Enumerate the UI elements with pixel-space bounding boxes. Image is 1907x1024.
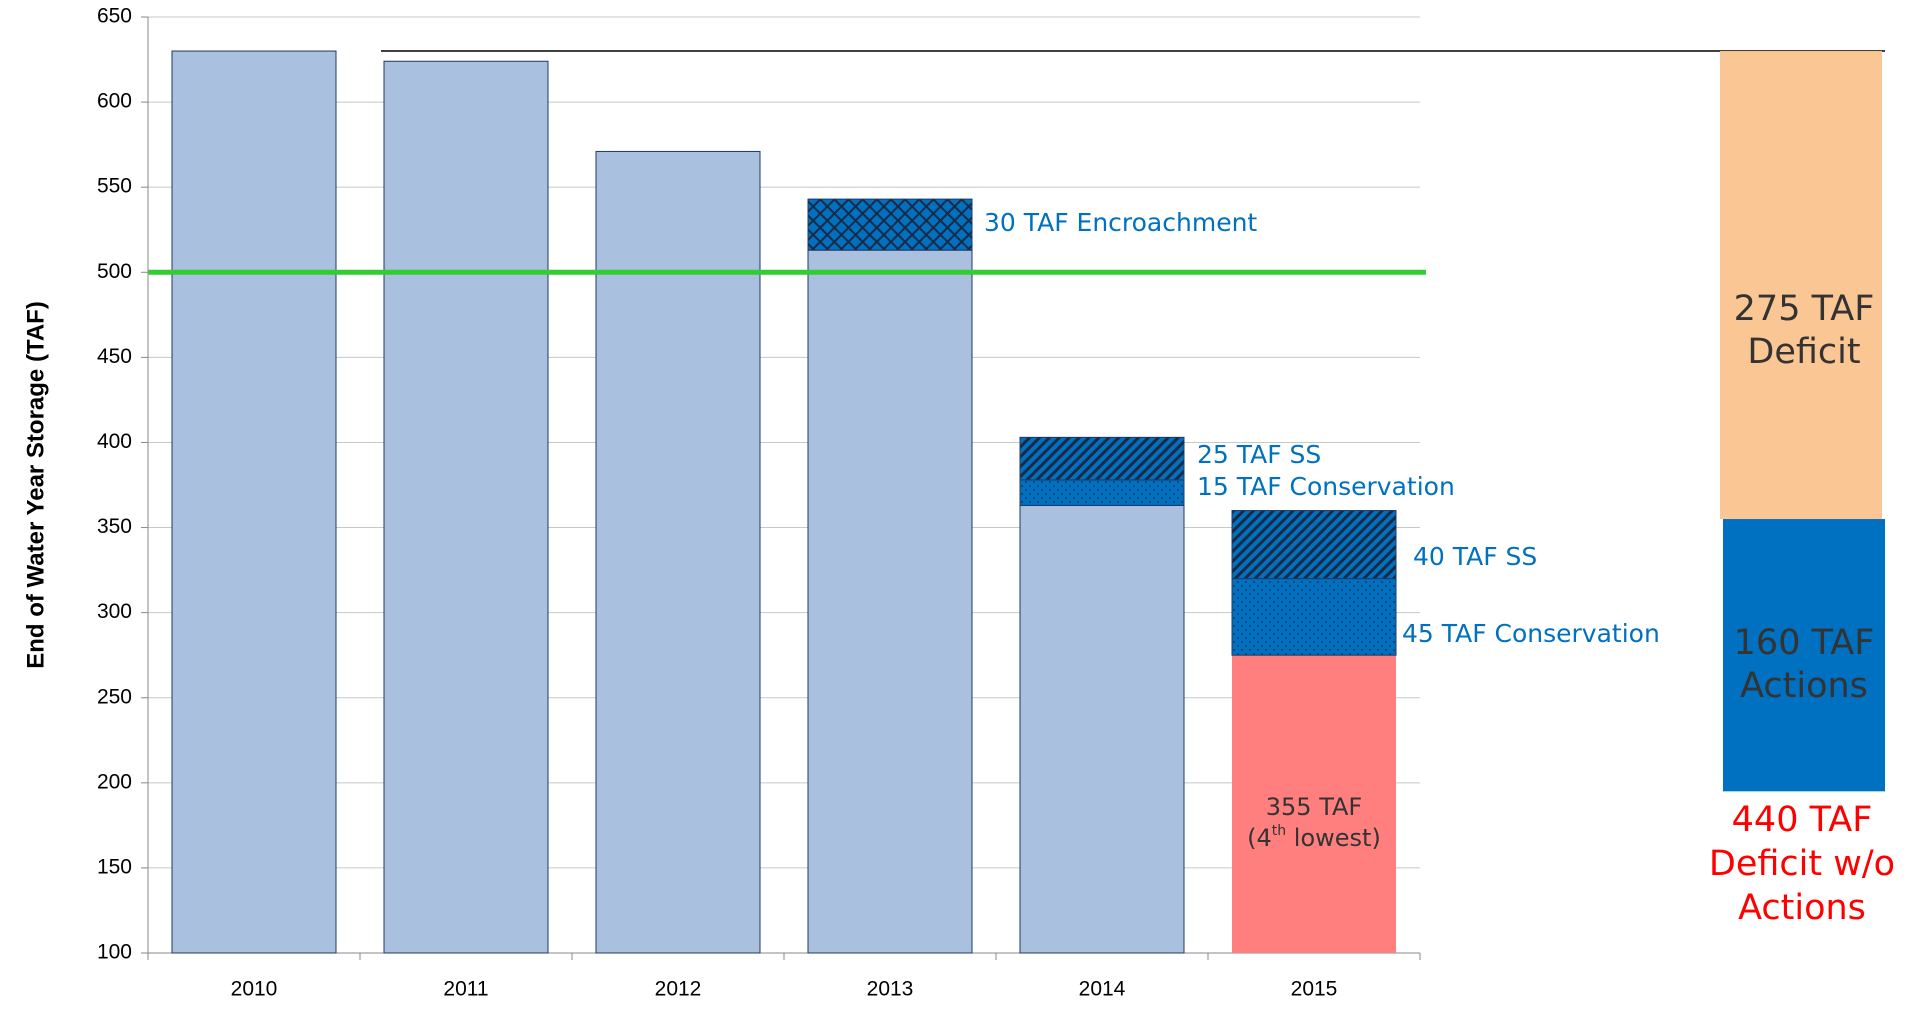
y-tick-label: 600 (97, 90, 132, 113)
annotation: 25 TAF SS (1197, 440, 1321, 469)
bar-note-part: th (1272, 823, 1286, 839)
summary-segment (1720, 51, 1882, 520)
bar (1019, 479, 1185, 506)
summary-note: 440 TAF (1732, 800, 1873, 840)
y-tick-label: 450 (97, 345, 132, 368)
summary-note: Deficit w/o (1709, 844, 1895, 884)
y-tick-label: 650 (97, 5, 132, 28)
bar (1231, 578, 1397, 656)
y-tick-label: 300 (97, 600, 132, 623)
bar-note-part: (4 (1247, 824, 1272, 852)
y-tick-label: 200 (97, 770, 132, 793)
bar (1019, 436, 1185, 481)
bar-label: 355 TAF (1266, 793, 1362, 821)
x-tick-label: 2015 (1291, 978, 1338, 1001)
summary-label: Deficit (1747, 332, 1860, 372)
y-tick-label: 150 (97, 855, 132, 878)
bar (171, 50, 337, 954)
bar (383, 60, 549, 954)
bar-note: (4th lowest) (1247, 823, 1381, 852)
x-tick-label: 2011 (443, 978, 488, 1001)
y-tick-label: 550 (97, 175, 132, 198)
y-tick-label: 400 (97, 430, 132, 453)
summary-label: 275 TAF (1734, 289, 1875, 329)
annotation: 45 TAF Conservation (1402, 619, 1660, 648)
bar (595, 150, 761, 954)
summary-label: Actions (1740, 666, 1868, 706)
y-tick-label: 350 (97, 515, 132, 538)
bar (1232, 655, 1396, 953)
annotation: 30 TAF Encroachment (984, 208, 1257, 237)
y-tick-label: 250 (97, 685, 132, 708)
x-tick-label: 2013 (867, 978, 914, 1001)
y-tick-label: 100 (97, 941, 132, 964)
summary-label: 160 TAF (1734, 623, 1875, 663)
y-tick-label: 500 (97, 260, 132, 283)
x-tick-label: 2012 (655, 978, 702, 1001)
annotation: 15 TAF Conservation (1197, 472, 1455, 501)
summary-segment (1723, 519, 1885, 792)
x-tick-label: 2014 (1079, 978, 1126, 1001)
bar (1019, 504, 1185, 954)
bar-note-part: lowest) (1286, 824, 1381, 852)
annotation: 40 TAF SS (1413, 542, 1537, 571)
bar (1231, 510, 1397, 580)
bar (807, 249, 973, 954)
summary-note: Actions (1738, 888, 1866, 928)
y-axis-title: End of Water Year Storage (TAF) (22, 301, 49, 669)
bar (807, 198, 973, 251)
x-tick-label: 2010 (231, 978, 278, 1001)
